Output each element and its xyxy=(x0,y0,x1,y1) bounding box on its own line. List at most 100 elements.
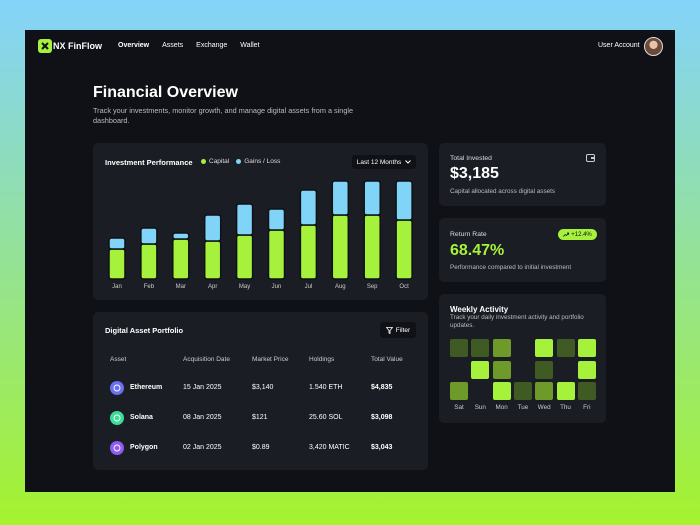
cell: 08 Jan 2025 xyxy=(183,414,222,421)
x-tick-label: Aug xyxy=(335,284,346,290)
x-tick-label: Jul xyxy=(305,284,313,290)
activity-cell xyxy=(535,382,554,400)
activity-cell xyxy=(471,360,490,379)
cell: $4,835 xyxy=(371,384,393,391)
wallet-icon xyxy=(586,154,595,162)
cell: 3,420 MATIC xyxy=(309,444,350,451)
cell: $3,098 xyxy=(371,414,393,421)
filter-label: Filter xyxy=(395,326,411,334)
column-header: Market Price xyxy=(252,356,289,363)
cell: $0.89 xyxy=(252,444,270,451)
activity-cell xyxy=(577,339,596,357)
portfolio-title: Digital Asset Portfolio xyxy=(105,326,184,335)
range-dropdown[interactable]: Last 12 Months xyxy=(352,155,416,169)
bar-segment xyxy=(395,180,413,221)
cell: 1.540 ETH xyxy=(309,384,343,391)
bar-segment xyxy=(172,232,190,240)
chart-card: Investment Performance Capital Gains / Lo… xyxy=(93,143,428,300)
legend-item: Capital xyxy=(201,158,229,165)
stat-value: 68.47% xyxy=(450,242,505,259)
cell: Polygon xyxy=(130,444,158,451)
filter-button[interactable]: Filter xyxy=(380,322,416,338)
stat-note: Performance compared to initial investme… xyxy=(450,264,572,271)
day-label: Mon xyxy=(495,404,508,411)
bar-segment xyxy=(331,180,350,216)
cell: Ethereum xyxy=(130,384,163,391)
trend-icon xyxy=(563,232,570,237)
activity-cell xyxy=(556,339,575,357)
asset-icon xyxy=(110,441,124,455)
legend-label: Capital xyxy=(209,158,230,165)
return-rate-card: Return Rate +12.4% 68.47% Performance co… xyxy=(439,218,606,282)
weekly-title: Weekly Activity xyxy=(450,305,509,314)
logo-icon xyxy=(41,42,49,50)
day-label: Thu xyxy=(560,404,571,411)
avatar[interactable] xyxy=(644,37,663,56)
x-tick-label: Mar xyxy=(176,284,186,290)
activity-cell xyxy=(471,339,490,357)
day-label: Tue xyxy=(517,404,529,411)
return-badge: +12.4% xyxy=(558,229,597,240)
bar-segment xyxy=(235,234,254,280)
day-label: Wed xyxy=(537,404,551,411)
legend-swatch xyxy=(236,159,242,164)
range-label: Last 12 Months xyxy=(356,158,402,166)
bar-segment xyxy=(299,189,318,226)
bar-segment xyxy=(267,229,286,280)
x-tick-label: Apr xyxy=(208,284,217,290)
activity-cell xyxy=(492,339,511,357)
column-header: Holdings xyxy=(309,356,335,363)
nav-link[interactable]: Overview xyxy=(118,42,150,49)
cell: 02 Jan 2025 xyxy=(183,444,222,451)
activity-cell xyxy=(513,382,532,400)
dropdown-arrow xyxy=(405,160,412,164)
activity-cell xyxy=(535,339,554,357)
page-subtitle: Track your investments, monitor growth, … xyxy=(93,106,354,125)
legend-item: Gains / Loss xyxy=(236,158,280,165)
bar-segment xyxy=(331,214,350,280)
filter-icon xyxy=(385,326,393,334)
stat-value: $3,185 xyxy=(450,165,499,182)
activity-cell xyxy=(556,382,575,400)
bar-segment xyxy=(267,208,286,231)
bar-segment xyxy=(363,180,381,216)
asset-glyph xyxy=(113,414,121,422)
nav-link[interactable]: Exchange xyxy=(196,42,228,49)
chart-title: Investment Performance xyxy=(105,158,193,167)
bar-segment xyxy=(363,214,381,280)
activity-cell xyxy=(577,382,596,400)
x-tick-label: Feb xyxy=(144,284,155,290)
day-label: Fri xyxy=(583,404,591,411)
cell: Solana xyxy=(130,414,153,421)
legend-swatch xyxy=(201,159,206,164)
bar-segment xyxy=(108,248,126,280)
asset-icon xyxy=(110,381,124,395)
day-label: Sat xyxy=(454,404,464,411)
legend-label: Gains / Loss xyxy=(244,158,281,165)
bar-segment xyxy=(140,243,158,280)
bar-segment xyxy=(395,219,413,280)
bar-segment xyxy=(172,238,190,280)
x-tick-label: Jun xyxy=(272,284,282,290)
bar-chart: Jan Feb Mar Apr May Jun Jul Aug Sep Oct xyxy=(108,180,413,290)
brand[interactable]: NX FinFlow xyxy=(53,41,102,51)
activity-cell xyxy=(535,360,554,379)
cell: $3,043 xyxy=(371,444,393,451)
nav-links: Overview Assets Exchange Wallet xyxy=(118,42,260,49)
total-invested-card: Total Invested $3,185 Capital allocated … xyxy=(439,143,606,206)
legend: Capital Gains / Loss xyxy=(201,158,280,165)
nav-link[interactable]: Wallet xyxy=(240,42,260,49)
nav-link[interactable]: Assets xyxy=(162,42,184,49)
stat-label: Return Rate xyxy=(450,231,487,238)
bar-segment xyxy=(299,224,318,280)
logo xyxy=(38,39,52,53)
weekly-activity-card: Weekly Activity Track your daily investm… xyxy=(439,294,606,423)
user-account[interactable]: User Account xyxy=(598,42,640,49)
bar-segment xyxy=(235,203,254,236)
x-tick-label: Jan xyxy=(112,284,122,290)
column-header: Acquisition Date xyxy=(183,356,230,363)
stat-note: Capital allocated across digital assets xyxy=(450,188,556,195)
bar-segment xyxy=(203,240,222,280)
page-title: Financial Overview xyxy=(93,84,238,101)
